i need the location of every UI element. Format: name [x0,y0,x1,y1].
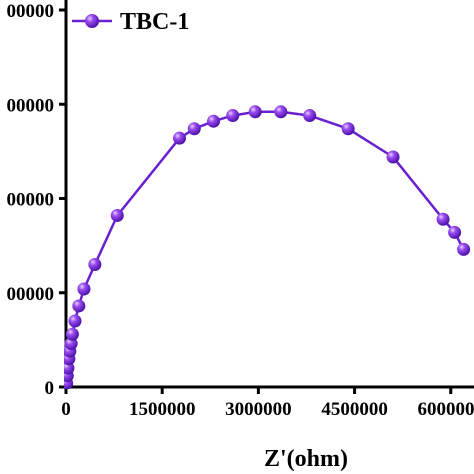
x-tick-label: 1500000 [129,399,196,420]
x-tick-label: 4500000 [321,399,388,420]
x-tick-label: 6000000 [418,399,474,420]
y-tick-label: 00000 [7,284,55,305]
legend: TBC-1 [72,9,189,35]
data-point [248,105,262,119]
data-point [72,299,86,313]
data-point [448,225,462,239]
y-tick-label: 0 [45,378,55,399]
data-point [457,242,471,256]
data-point [303,109,317,123]
data-point [110,208,124,222]
data-point [341,122,355,136]
data-point [206,114,220,128]
y-tick-label: 00000 [7,1,55,22]
x-axis-title: Z'(ohm) [264,446,348,472]
data-point [226,109,240,123]
legend-label: TBC-1 [120,9,189,35]
x-tick-label: 3000000 [225,399,292,420]
data-point [77,282,91,296]
data-point [187,122,201,136]
data-point [436,212,450,226]
data-point [88,257,102,271]
data-point [274,105,288,119]
data-point [173,131,187,145]
data-point [64,361,75,375]
data-point [65,327,79,341]
series-line-tbc-1 [65,110,465,384]
y-tick-label: 00000 [7,95,55,116]
legend-marker-icon [85,14,99,28]
y-tick-label: 00000 [7,190,55,211]
series-points-tbc-1 [64,105,471,389]
x-tick-label: 0 [61,399,71,420]
data-point [68,314,82,328]
x-axis-ticks: 0 1500000 3000000 4500000 6000000 [61,387,474,420]
data-point [386,150,400,164]
